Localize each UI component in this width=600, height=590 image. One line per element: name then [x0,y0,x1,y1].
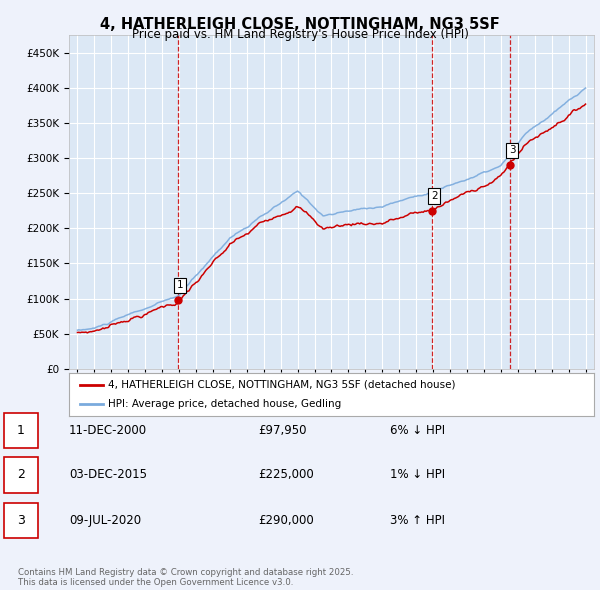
Text: HPI: Average price, detached house, Gedling: HPI: Average price, detached house, Gedl… [109,399,341,409]
Text: 2: 2 [431,191,437,201]
Text: 6% ↓ HPI: 6% ↓ HPI [390,424,445,437]
Text: 2: 2 [17,468,25,481]
Text: 3: 3 [17,514,25,527]
Text: Price paid vs. HM Land Registry's House Price Index (HPI): Price paid vs. HM Land Registry's House … [131,28,469,41]
Text: 09-JUL-2020: 09-JUL-2020 [69,514,141,527]
Text: Contains HM Land Registry data © Crown copyright and database right 2025.
This d: Contains HM Land Registry data © Crown c… [18,568,353,587]
Text: 4, HATHERLEIGH CLOSE, NOTTINGHAM, NG3 5SF: 4, HATHERLEIGH CLOSE, NOTTINGHAM, NG3 5S… [100,17,500,31]
Text: 3: 3 [509,145,515,155]
Text: £97,950: £97,950 [258,424,307,437]
Text: 1% ↓ HPI: 1% ↓ HPI [390,468,445,481]
Text: £225,000: £225,000 [258,468,314,481]
Text: 1: 1 [17,424,25,437]
Text: 11-DEC-2000: 11-DEC-2000 [69,424,147,437]
Text: 1: 1 [177,280,184,290]
Text: 4, HATHERLEIGH CLOSE, NOTTINGHAM, NG3 5SF (detached house): 4, HATHERLEIGH CLOSE, NOTTINGHAM, NG3 5S… [109,380,456,390]
Text: 03-DEC-2015: 03-DEC-2015 [69,468,147,481]
Text: 3% ↑ HPI: 3% ↑ HPI [390,514,445,527]
Text: £290,000: £290,000 [258,514,314,527]
